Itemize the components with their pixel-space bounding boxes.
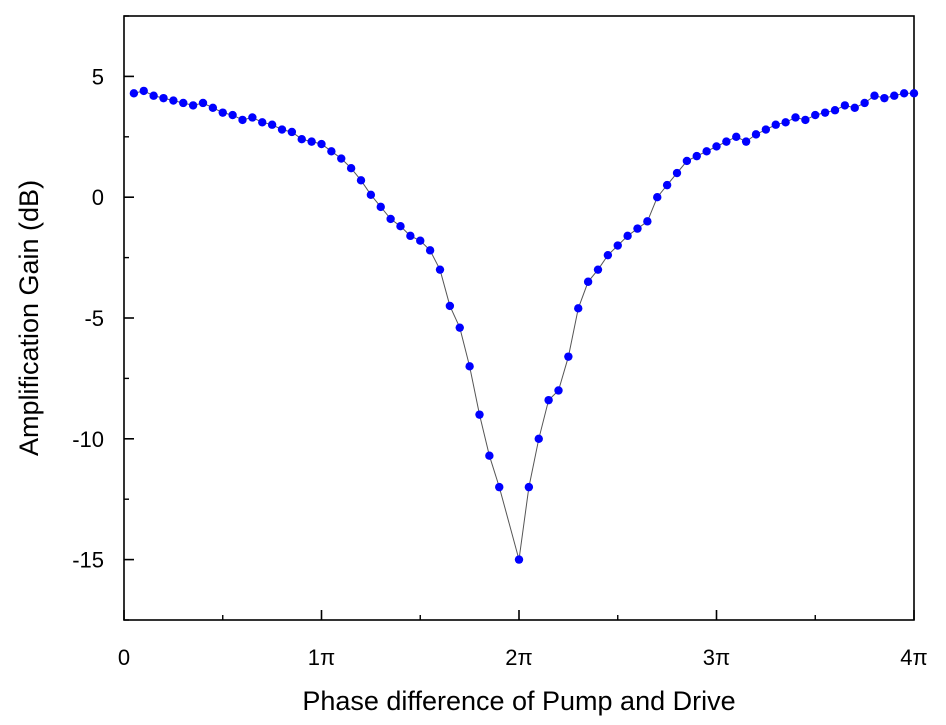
data-point <box>346 164 356 173</box>
tick-labels: 0 1π 2π 3π 4π 5 0 -5 -10 -15 <box>72 64 928 670</box>
data-point <box>475 410 484 419</box>
data-point <box>297 135 306 144</box>
data-point <box>188 101 198 110</box>
data-point <box>524 482 534 492</box>
x-tick-label: 1π <box>308 645 335 670</box>
data-point <box>356 176 366 185</box>
data-point <box>514 555 524 564</box>
series-line <box>133 90 914 560</box>
data-point <box>208 103 218 113</box>
data-point <box>662 180 672 190</box>
data-point <box>653 193 662 202</box>
data-point <box>386 214 395 224</box>
data-point <box>554 386 563 395</box>
data-point <box>337 154 346 163</box>
data-point <box>425 246 435 255</box>
data-point <box>366 190 376 199</box>
x-axis-label: Phase difference of Pump and Drive <box>302 686 735 716</box>
data-point <box>159 93 168 103</box>
data-point <box>909 89 919 98</box>
data-point <box>544 395 553 405</box>
data-point <box>860 98 869 108</box>
y-tick-label: -5 <box>84 306 104 331</box>
axis-ticks <box>123 15 915 621</box>
data-point <box>791 113 800 122</box>
x-tick-label: 2π <box>505 645 532 670</box>
data-point <box>455 323 464 332</box>
data-point <box>258 118 267 127</box>
data-point <box>801 115 810 125</box>
data-point <box>880 93 889 103</box>
data-point <box>623 231 632 241</box>
data-point <box>781 118 790 127</box>
y-tick-label: 0 <box>92 185 104 210</box>
data-point <box>741 137 751 146</box>
data-point <box>722 137 731 146</box>
data-point <box>327 147 336 156</box>
data-point <box>376 202 385 212</box>
data-point <box>751 130 761 139</box>
data-point <box>899 89 909 98</box>
data-point <box>603 250 613 260</box>
data-point <box>613 241 622 250</box>
data-point <box>198 98 208 108</box>
data-point <box>583 277 593 286</box>
data-point <box>890 91 899 100</box>
data-point <box>307 137 316 146</box>
series-markers <box>129 86 919 564</box>
data-point <box>445 301 455 311</box>
data-point <box>633 224 642 233</box>
data-point <box>179 98 188 108</box>
plot-frame <box>123 15 915 621</box>
x-tick-label: 3π <box>703 645 730 670</box>
data-point <box>169 96 178 105</box>
data-point <box>712 142 721 151</box>
data-point <box>139 86 148 96</box>
data-point <box>534 434 543 443</box>
data-point <box>840 101 850 110</box>
data-point <box>702 147 711 156</box>
data-point <box>435 265 445 274</box>
data-point <box>682 156 692 166</box>
data-point <box>771 120 780 129</box>
data-point <box>406 231 415 241</box>
data-point <box>830 106 840 115</box>
data-point <box>870 91 879 100</box>
data-point <box>287 127 297 137</box>
data-point <box>574 304 583 313</box>
data-point <box>811 110 820 120</box>
data-point <box>277 125 287 134</box>
x-tick-label: 0 <box>118 645 130 670</box>
y-axis-label: Amplification Gain (dB) <box>14 180 44 456</box>
data-point <box>692 151 701 161</box>
x-tick-label: 4π <box>900 645 927 670</box>
y-tick-label: -10 <box>72 427 104 452</box>
data-point <box>593 265 603 274</box>
y-tick-label: 5 <box>92 64 104 89</box>
data-point <box>267 120 277 129</box>
data-point <box>416 236 425 245</box>
data-point <box>238 115 247 125</box>
data-point <box>495 482 504 492</box>
data-point <box>820 108 830 117</box>
data-point <box>485 451 494 460</box>
data-point <box>761 125 771 134</box>
data-point <box>850 103 859 113</box>
data-point <box>248 113 257 122</box>
data-point <box>396 221 405 231</box>
data-point <box>465 362 474 371</box>
data-point <box>732 132 741 141</box>
data-point <box>228 110 237 120</box>
data-point <box>672 168 682 178</box>
data-point <box>218 108 227 117</box>
data-point <box>317 139 326 149</box>
data-point <box>643 217 652 226</box>
data-point <box>149 91 158 100</box>
data-point <box>564 352 573 361</box>
y-tick-label: -15 <box>72 548 104 573</box>
data-point <box>129 89 139 98</box>
